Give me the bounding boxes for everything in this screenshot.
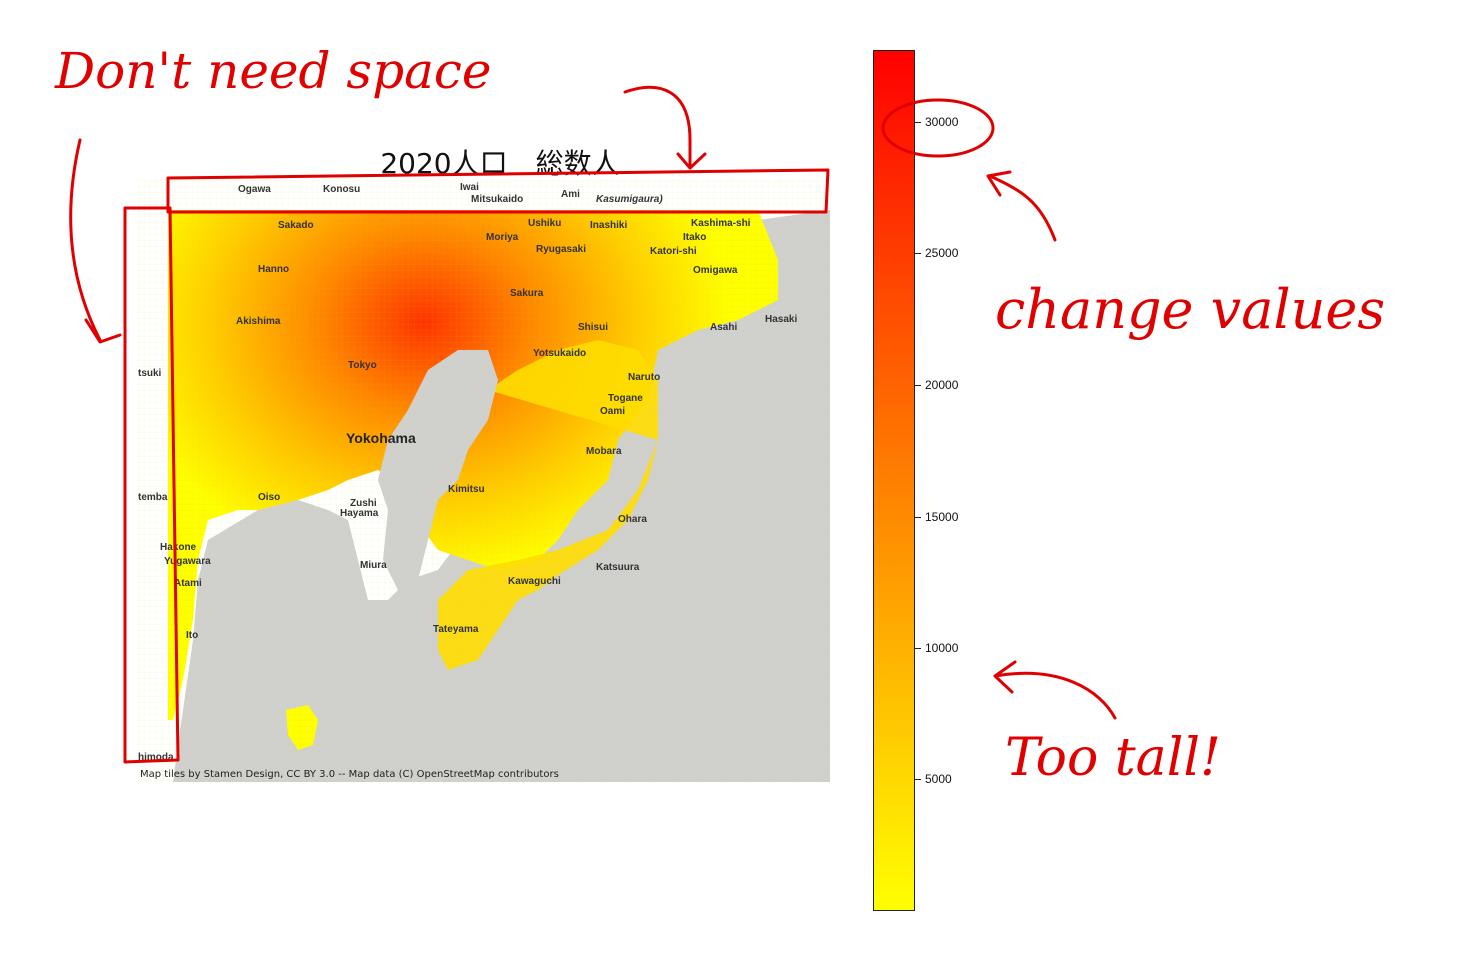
place-label: Zushi — [350, 498, 377, 509]
colorbar — [873, 50, 915, 911]
place-label: tsuki — [138, 368, 162, 379]
place-label: Itako — [683, 232, 707, 243]
annotation-change-values: change values — [995, 278, 1386, 341]
place-label: Sakado — [278, 220, 314, 231]
place-label: Ito — [186, 630, 199, 641]
place-label: Hayama — [340, 508, 379, 519]
place-label: Shisui — [578, 322, 609, 333]
place-label: Konosu — [323, 184, 361, 195]
population-heatmap — [138, 180, 830, 782]
place-label: Miura — [360, 560, 387, 571]
place-label: Togane — [608, 393, 643, 404]
map-attribution: Map tiles by Stamen Design, CC BY 3.0 --… — [140, 769, 559, 780]
place-label: Akishima — [236, 316, 281, 327]
place-label: Kimitsu — [448, 484, 485, 495]
colorbar-tick — [915, 517, 921, 518]
colorbar-tick-label: 30000 — [925, 115, 959, 129]
map-panel[interactable]: Ogawa Konosu Iwai Mitsukaido Ami Kasumig… — [138, 180, 830, 782]
colorbar-tick — [915, 122, 921, 123]
place-label: Naruto — [628, 372, 661, 383]
place-label: Ohara — [618, 514, 647, 525]
place-label: Asahi — [710, 322, 738, 333]
place-label: Katori-shi — [650, 246, 697, 257]
annotation-dont-need-space: Don't need space — [55, 42, 492, 100]
place-label: Iwai — [460, 182, 479, 193]
place-label: Ami — [561, 189, 580, 200]
place-label: Ushiku — [528, 218, 562, 229]
place-label: Oami — [600, 406, 626, 417]
place-label: Kasumigaura) — [596, 194, 663, 205]
place-label: Oiso — [258, 492, 281, 503]
place-label: Omigawa — [693, 265, 738, 276]
colorbar-tick-label: 20000 — [925, 378, 959, 392]
place-label: himoda — [138, 752, 174, 763]
place-label: Tateyama — [433, 624, 479, 635]
place-label: Atami — [174, 578, 202, 589]
colorbar-tick — [915, 253, 921, 254]
place-label: temba — [138, 492, 168, 503]
place-label: Inashiki — [590, 220, 628, 231]
arrow-to-left-box — [69, 138, 122, 344]
place-label: Yotsukaido — [533, 348, 587, 359]
place-label: Yugawara — [164, 556, 211, 567]
place-label: Tokyo — [348, 360, 377, 371]
colorbar-tick-label: 25000 — [925, 246, 959, 260]
colorbar-tick — [915, 385, 921, 386]
place-label: Moriya — [486, 232, 519, 243]
place-label: Kashima-shi — [691, 218, 751, 229]
place-label: Hasaki — [765, 314, 798, 325]
place-label: Katsuura — [596, 562, 640, 573]
circle-30000 — [881, 98, 995, 158]
colorbar-tick — [915, 648, 921, 649]
left-strip-box — [123, 206, 180, 764]
place-label: Ogawa — [238, 184, 271, 195]
place-label: Hakone — [160, 542, 197, 553]
arrow-to-top-box — [623, 85, 707, 170]
place-label: Mitsukaido — [471, 194, 524, 205]
place-label: Sakura — [510, 288, 544, 299]
place-label: Ryugasaki — [536, 244, 587, 255]
top-strip-box — [166, 168, 830, 214]
place-label-major: Yokohama — [346, 430, 416, 446]
arrow-to-circle — [986, 170, 1057, 242]
colorbar-tick-label: 5000 — [925, 772, 952, 786]
place-label: Hanno — [258, 264, 290, 275]
colorbar-tick-label: 15000 — [925, 510, 959, 524]
annotation-too-tall: Too tall! — [1005, 728, 1221, 788]
colorbar-tick — [915, 779, 921, 780]
colorbar-tick-label: 10000 — [925, 641, 959, 655]
place-label: Kawaguchi — [508, 576, 561, 587]
arrow-to-colorbar — [993, 660, 1117, 720]
place-label: Mobara — [586, 446, 622, 457]
